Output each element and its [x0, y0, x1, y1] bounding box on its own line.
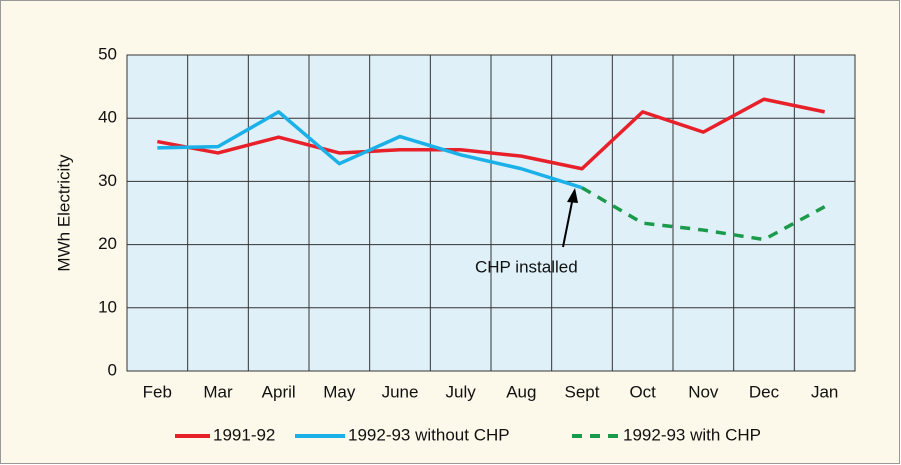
- lines: [157, 97, 826, 242]
- x-tick-label: July: [446, 382, 477, 401]
- grid: [127, 54, 855, 372]
- legend-label: 1991-92: [213, 425, 275, 444]
- x-tick-label: Aug: [506, 382, 536, 401]
- annotation: CHP installed: [475, 257, 578, 276]
- legend: 1991-92 1992-93 without CHP 1992-93 with C…: [175, 425, 761, 444]
- annotation-arrow: [562, 196, 574, 248]
- series-line: [157, 97, 826, 171]
- x-tick-label: Dec: [749, 382, 780, 401]
- x-tick-label: Nov: [688, 382, 719, 401]
- x-tick-label: Sept: [565, 382, 600, 401]
- y-tick-label: 50: [98, 44, 117, 63]
- x-tick-label: June: [382, 382, 419, 401]
- y-tick-label: 40: [98, 108, 117, 127]
- y-tick-label: 10: [98, 297, 117, 316]
- x-tick-label: Oct: [629, 382, 656, 401]
- y-tick-label: 20: [98, 234, 117, 253]
- annotation-arrowhead: [567, 188, 578, 203]
- series-line: [157, 110, 583, 190]
- series-line: [581, 186, 826, 242]
- legend-label: 1992-93 without CHP: [348, 425, 510, 444]
- x-tick-label: Jan: [811, 382, 838, 401]
- x-tick-label: May: [323, 382, 356, 401]
- y-tick-label: 0: [108, 360, 117, 379]
- x-tick-label: Mar: [203, 382, 233, 401]
- legend-label: 1992-93 with CHP: [623, 425, 761, 444]
- x-tick-label: April: [262, 382, 296, 401]
- y-axis-label: MWh Electricity: [54, 154, 73, 272]
- y-tick-label: 30: [98, 171, 117, 190]
- x-tick-label: Feb: [143, 382, 172, 401]
